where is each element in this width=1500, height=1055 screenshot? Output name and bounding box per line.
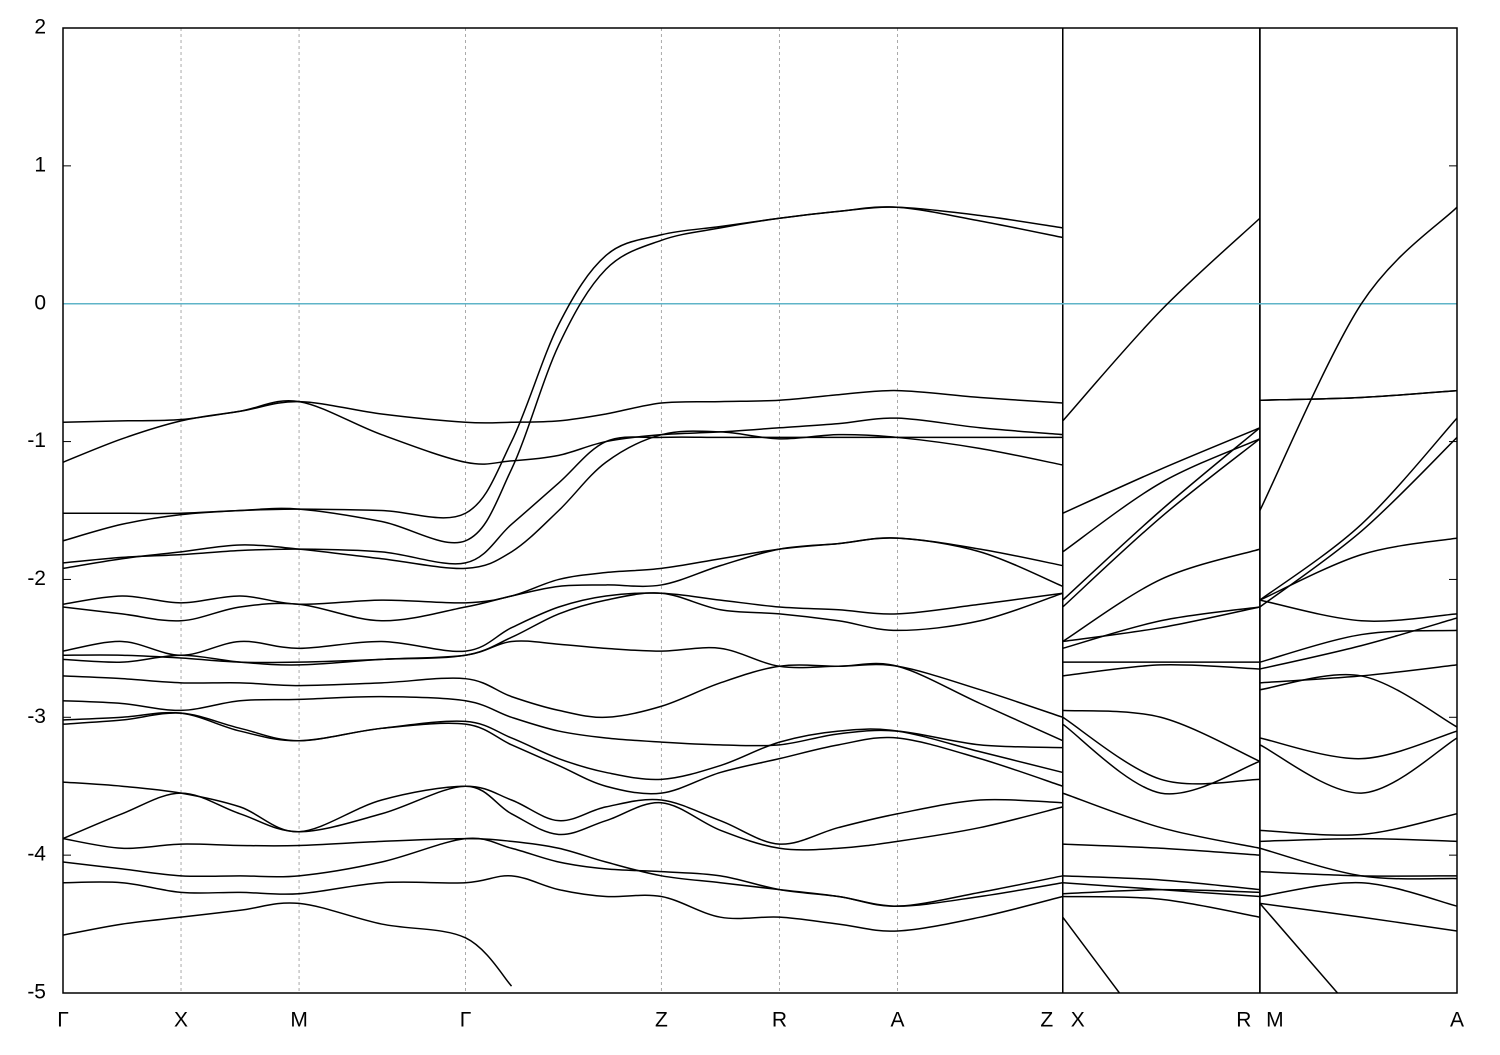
x-tick-label: M — [290, 1009, 308, 1032]
x-tick-label: R — [772, 1009, 787, 1032]
plot-frame — [62, 27, 1458, 994]
band-line — [63, 874, 1339, 993]
x-tick-label: M — [1266, 1009, 1284, 1032]
y-tick-label: 1 — [34, 153, 46, 176]
band-line — [63, 592, 1457, 670]
band-line — [63, 400, 1457, 601]
band-line — [63, 640, 1457, 763]
bands — [63, 206, 1457, 993]
y-tick-label: -4 — [27, 843, 46, 866]
band-line — [63, 537, 1457, 663]
band-line — [63, 436, 1457, 608]
x-tick-label: Γ — [57, 1009, 69, 1032]
band-line — [63, 695, 1457, 795]
x-tick-label: X — [1071, 1009, 1085, 1032]
y-tick-label: -3 — [27, 705, 46, 728]
y-tick-label: -5 — [27, 981, 46, 1004]
x-tick-label: A — [1450, 1009, 1464, 1032]
x-tick-label: X — [174, 1009, 188, 1032]
y-tick-label: -2 — [27, 567, 46, 590]
y-tick-label: 0 — [34, 291, 46, 314]
band-line — [63, 902, 513, 987]
y-tick-label: 2 — [34, 16, 46, 39]
x-tick-label: Γ — [460, 1009, 472, 1032]
band-line — [63, 837, 1457, 932]
x-tick-label: Z — [655, 1009, 668, 1032]
band-line — [63, 712, 1457, 856]
x-tick-label: R — [1236, 1009, 1251, 1032]
y-tick-label: -1 — [27, 429, 46, 452]
band-line — [63, 430, 1457, 643]
band-line — [63, 662, 1457, 785]
band-line — [63, 711, 1457, 849]
x-tick-label: Z — [1040, 1009, 1053, 1032]
x-tick-label: A — [891, 1009, 905, 1032]
